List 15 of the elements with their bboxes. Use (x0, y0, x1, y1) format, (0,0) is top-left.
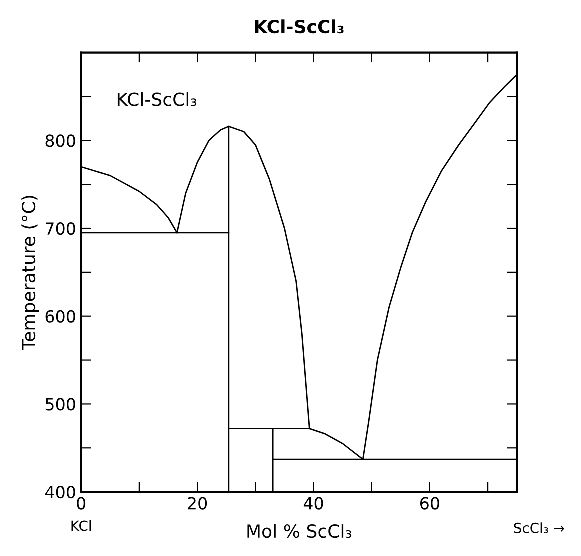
text: KCl (72, 520, 91, 532)
annotation: KCl-ScCl₃ (118, 92, 197, 106)
x-tick-label: 20 (188, 497, 208, 510)
y-tick-label: 500 (46, 398, 76, 411)
x-tick-label: 40 (304, 497, 324, 510)
y-tick-label: 700 (46, 222, 76, 236)
x-tick-label: 0 (77, 497, 86, 510)
y-tick-label: 800 (46, 134, 76, 148)
text: ScCl₃ → (514, 522, 564, 534)
x-tick-label: 60 (420, 497, 440, 510)
y-tick-label: 600 (46, 310, 76, 323)
chart-title: KCl-ScCl₃ (255, 20, 344, 34)
y-axis-title: Temperature (°C) (22, 196, 40, 350)
x-axis-title: Mol % ScCl₃ (248, 524, 352, 538)
y-tick-label: 400 (45, 486, 76, 499)
